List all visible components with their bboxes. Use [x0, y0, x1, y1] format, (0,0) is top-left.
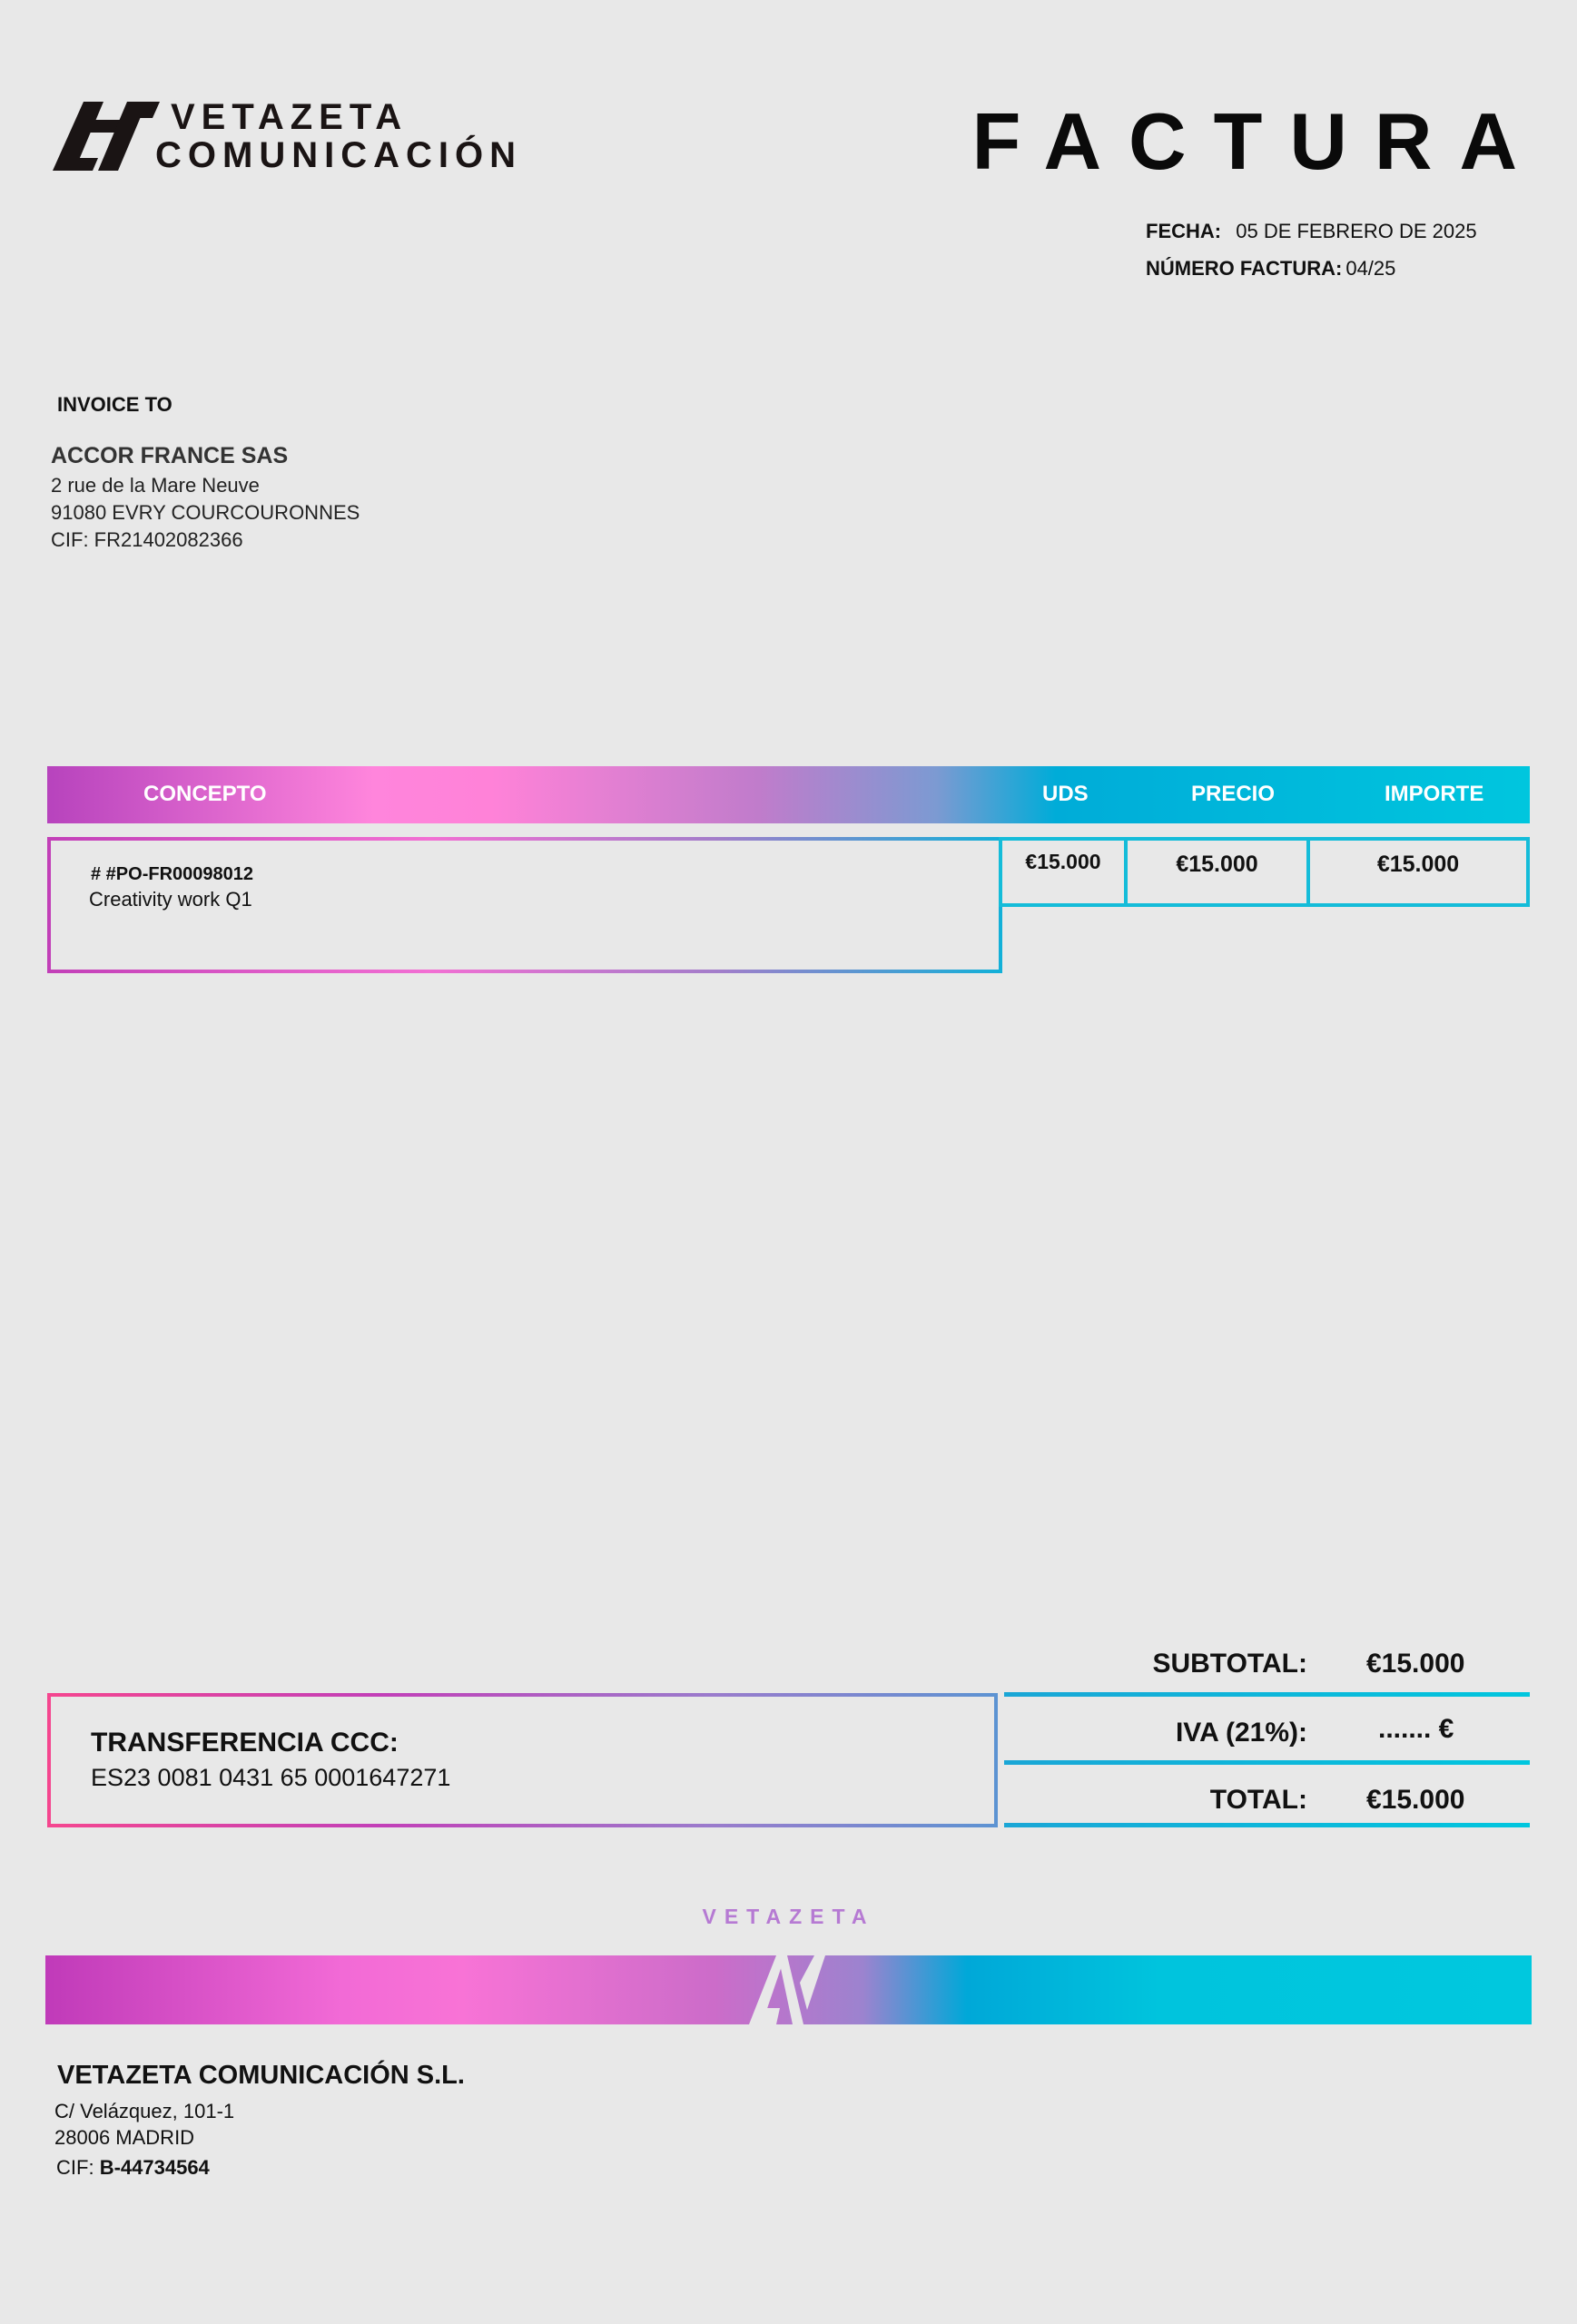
- company-logo: VETAZETA COMUNICACIÓN: [53, 98, 543, 176]
- date-value: 05 DE FEBRERO DE 2025: [1236, 220, 1477, 242]
- footer-logo-icon: [749, 1955, 825, 2024]
- company-address-1: C/ Velázquez, 101-1: [54, 2100, 235, 2122]
- number-label: NÚMERO FACTURA:: [1146, 257, 1343, 280]
- invoice-date: FECHA: 05 DE FEBRERO DE 2025: [1146, 220, 1477, 243]
- precio-cell: €15.000: [1124, 837, 1310, 907]
- company-cif-label: CIF:: [56, 2156, 94, 2179]
- invoice-to-heading: INVOICE TO: [57, 393, 172, 416]
- uds-cell: €15.000: [999, 837, 1128, 907]
- total-label: TOTAL:: [1209, 1785, 1307, 1815]
- company-cif: CIF: B-44734564: [56, 2156, 210, 2180]
- company-name: VETAZETA COMUNICACIÓN S.L.: [57, 2061, 465, 2090]
- concept-cell: # #PO-FR00098012 Creativity work Q1: [47, 837, 1002, 973]
- footer-brand-word: VETAZETA: [702, 1905, 875, 1928]
- logo-line-1: VETAZETA: [171, 97, 409, 137]
- header-concepto: CONCEPTO: [143, 782, 267, 806]
- vz-logo-icon: [53, 102, 160, 171]
- client-cif: CIF: FR21402082366: [51, 528, 243, 551]
- table-header: CONCEPTO UDS PRECIO IMPORTE: [47, 766, 1530, 823]
- total-divider: [1004, 1823, 1530, 1827]
- header-uds: UDS: [1042, 782, 1089, 806]
- invoice-number: NÚMERO FACTURA: 04/25: [1146, 257, 1395, 281]
- iva-label: IVA (21%):: [1175, 1718, 1307, 1748]
- company-address-2: 28006 MADRID: [54, 2126, 195, 2149]
- company-cif-value: B-44734564: [99, 2156, 210, 2179]
- header-importe: IMPORTE: [1385, 782, 1484, 806]
- importe-cell: €15.000: [1306, 837, 1530, 907]
- subtotal-divider: [1004, 1692, 1530, 1697]
- payment-iban: ES23 0081 0431 65 0001647271: [91, 1764, 451, 1791]
- footer-band: [45, 1955, 1532, 2024]
- number-value: 04/25: [1345, 257, 1396, 280]
- client-name: ACCOR FRANCE SAS: [51, 443, 289, 468]
- date-label: FECHA:: [1146, 220, 1222, 242]
- total-value: €15.000: [1366, 1785, 1465, 1815]
- iva-value: ....... €: [1378, 1714, 1454, 1744]
- concept-description: Creativity work Q1: [89, 888, 252, 911]
- po-reference: # #PO-FR00098012: [91, 864, 254, 884]
- payment-label: TRANSFERENCIA CCC:: [91, 1728, 399, 1758]
- logo-text: VETAZETA COMUNICACIÓN: [155, 97, 522, 174]
- document-title: FACTURA: [971, 96, 1544, 186]
- payment-box: TRANSFERENCIA CCC: ES23 0081 0431 65 000…: [47, 1693, 998, 1827]
- client-address-1: 2 rue de la Mare Neuve: [51, 474, 260, 497]
- subtotal-value: €15.000: [1366, 1649, 1465, 1679]
- header-precio: PRECIO: [1191, 782, 1276, 806]
- logo-line-2: COMUNICACIÓN: [155, 135, 522, 175]
- subtotal-label: SUBTOTAL:: [1152, 1649, 1307, 1679]
- iva-divider: [1004, 1760, 1530, 1765]
- client-address-2: 91080 EVRY COURCOURONNES: [51, 501, 360, 524]
